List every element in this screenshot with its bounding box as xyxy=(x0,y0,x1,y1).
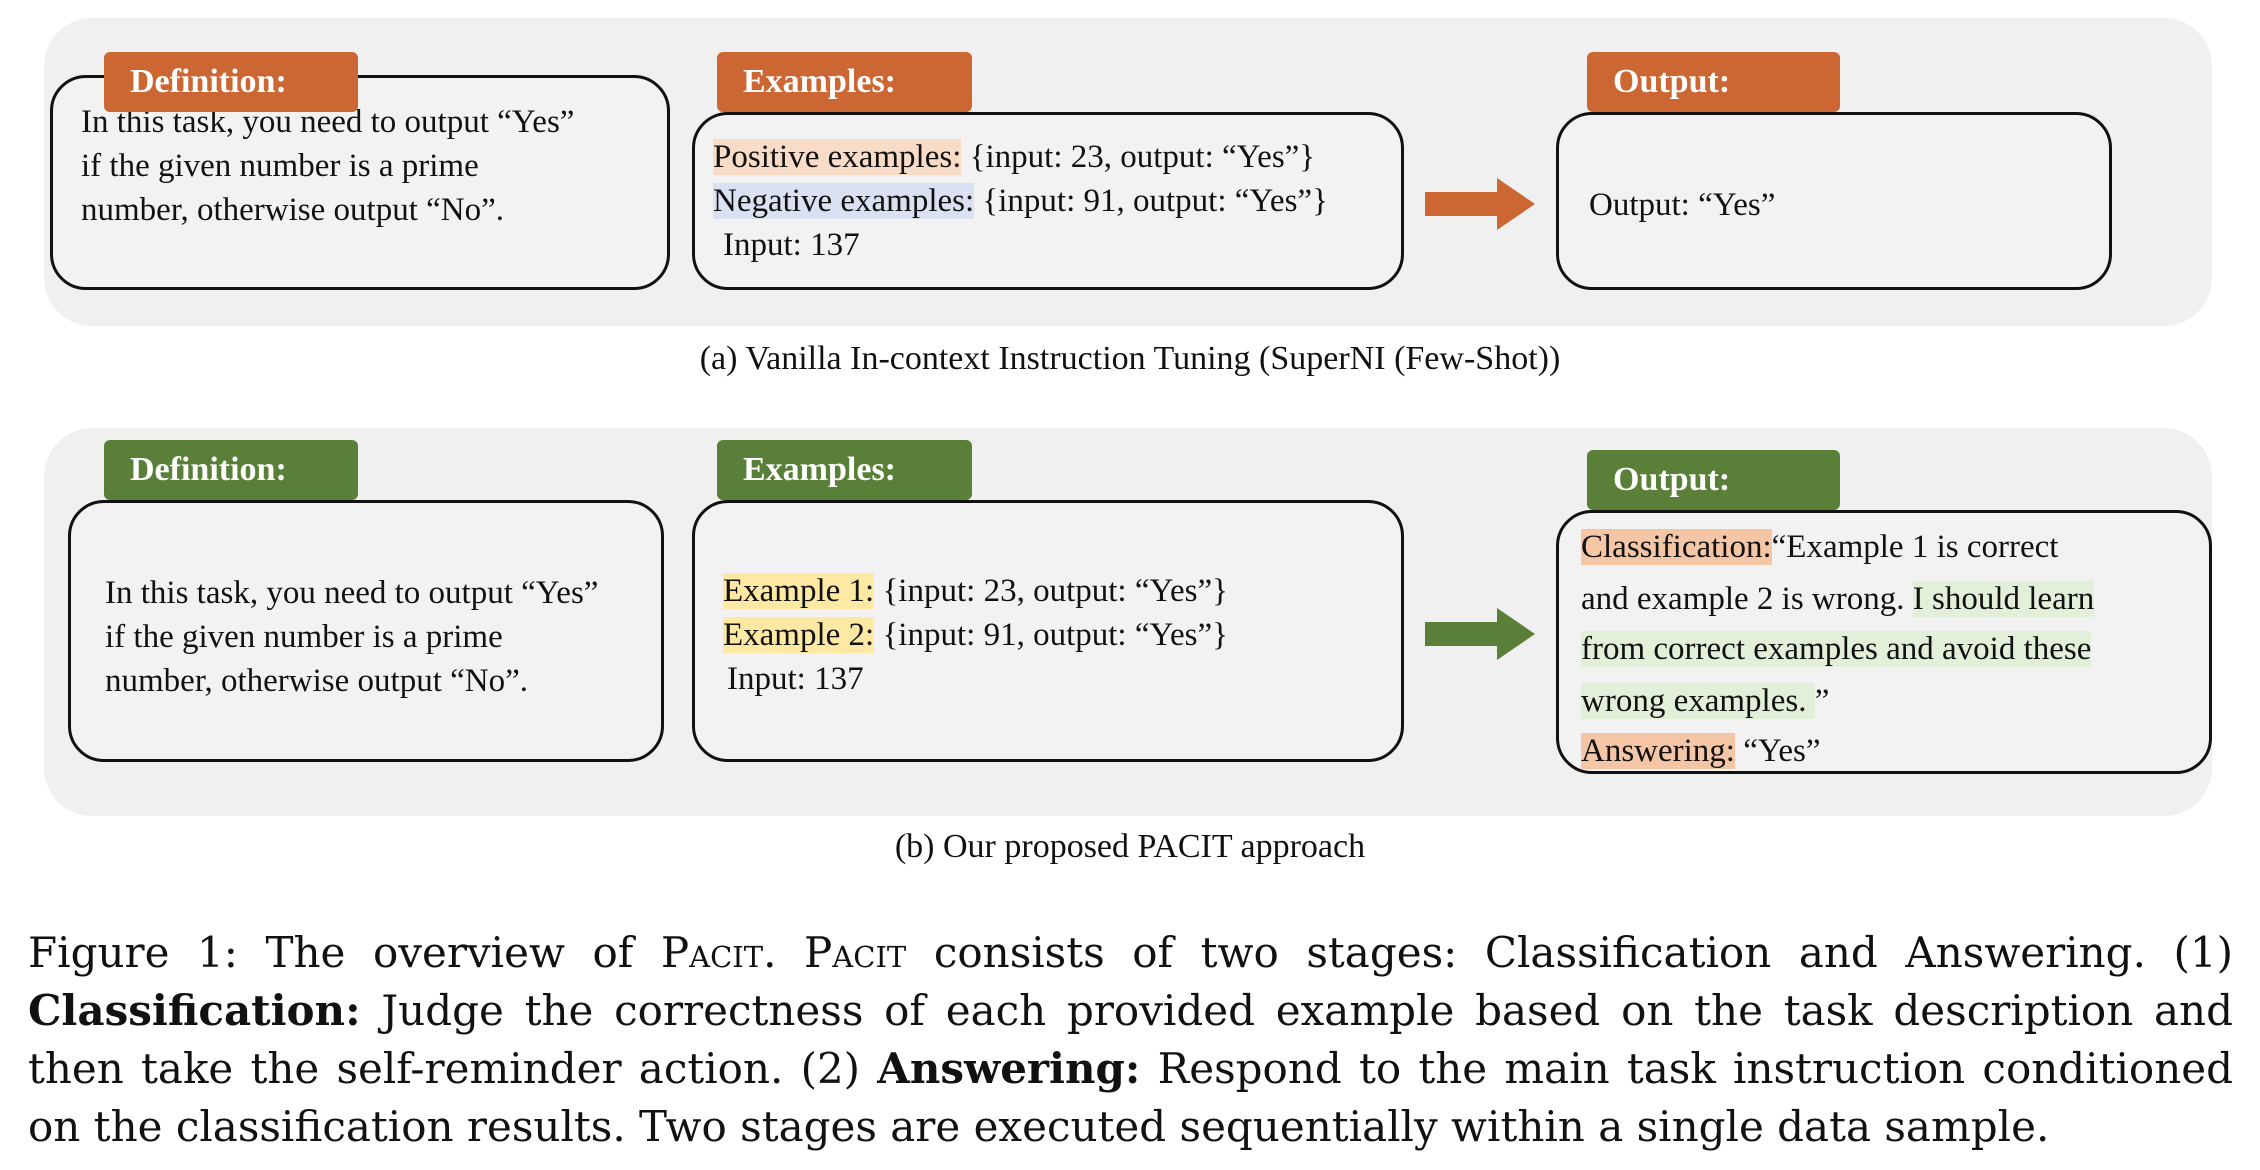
panel-a-definition-tag: Definition: xyxy=(104,52,358,112)
panel-b-caption: (b) Our proposed PACIT approach xyxy=(894,828,1366,865)
classification-text-2: and example 2 is wrong. xyxy=(1581,581,1913,617)
panel-a-output-tag: Output: xyxy=(1587,52,1840,112)
input-line: Input: 137 xyxy=(723,227,860,263)
definition-line-2: if the given number is a prime xyxy=(105,619,503,655)
negative-examples-label: Negative examples: xyxy=(713,183,975,219)
self-reminder-text-3: wrong examples. xyxy=(1581,683,1815,719)
definition-line-1: In this task, you need to output “Yes” xyxy=(105,575,599,611)
definition-line-3: number, otherwise output “No”. xyxy=(105,663,528,699)
classification-line: Classification:“Example 1 is correct xyxy=(1581,525,2058,569)
positive-examples-line: Positive examples: {input: 23, output: “… xyxy=(713,135,1315,179)
example-2-value: {input: 91, output: “Yes”} xyxy=(874,617,1228,653)
positive-examples-label: Positive examples: xyxy=(713,139,962,175)
definition-line-3: number, otherwise output “No”. xyxy=(81,192,504,228)
example-1-line: Example 1: {input: 23, output: “Yes”} xyxy=(723,569,1228,613)
panel-a-output-text: Output: “Yes” xyxy=(1589,187,1776,223)
positive-examples-value: {input: 23, output: “Yes”} xyxy=(961,139,1316,175)
panel-b-definition-tag: Definition: xyxy=(104,440,358,500)
answering-line: Answering: “Yes” xyxy=(1581,729,1821,773)
classification-label: Classification: xyxy=(1581,529,1772,565)
self-reminder-text-2: from correct examples and avoid these xyxy=(1581,631,2092,667)
figure-caption-mid-1: . xyxy=(763,928,805,977)
negative-examples-value: {input: 91, output: “Yes”} xyxy=(974,183,1328,219)
panel-b-examples-box: Example 1: {input: 23, output: “Yes”} Ex… xyxy=(692,500,1404,762)
panel-a-examples-box: Positive examples: {input: 23, output: “… xyxy=(692,112,1404,290)
example-1-value: {input: 23, output: “Yes”} xyxy=(874,573,1228,609)
figure-caption-suffix: Respond to the main task instruction con… xyxy=(28,1044,2233,1151)
classification-line-2: and example 2 is wrong. I should learn xyxy=(1581,577,2095,621)
input-line: Input: 137 xyxy=(727,661,864,697)
classification-text: “Example 1 is correct xyxy=(1771,529,2059,565)
answering-label: Answering: xyxy=(1581,733,1735,769)
definition-line-2: if the given number is a prime xyxy=(81,148,479,184)
panel-b-output-box: Classification:“Example 1 is correct and… xyxy=(1556,510,2212,774)
figure-caption-bold-1: Classification: xyxy=(28,986,361,1035)
panel-b-arrow-icon xyxy=(1425,608,1535,660)
figure-caption-mid-3: Judge the correctness of each provided e… xyxy=(28,986,2233,1093)
figure-caption-name-1: Pacit xyxy=(660,928,764,977)
figure-caption-mid-2: consists of two stages: Classification a… xyxy=(906,928,2233,977)
panel-a-examples-tag: Examples: xyxy=(717,52,972,112)
figure-caption-bold-2: Answering: xyxy=(877,1044,1141,1093)
negative-examples-line: Negative examples: {input: 91, output: “… xyxy=(713,179,1328,223)
answering-text: “Yes” xyxy=(1734,733,1821,769)
panel-a-output-box: Output: “Yes” xyxy=(1556,112,2112,290)
example-1-label: Example 1: xyxy=(723,573,875,609)
figure-caption-prefix: Figure 1: The overview of xyxy=(28,928,661,977)
self-reminder-text-1: I should learn xyxy=(1912,581,2095,617)
classification-line-3: from correct examples and avoid these xyxy=(1581,627,2092,671)
figure-caption-name-2: Pacit xyxy=(804,928,907,977)
example-2-label: Example 2: xyxy=(723,617,875,653)
figure-caption: Figure 1: The overview of Pacit. Pacit c… xyxy=(28,924,2233,1156)
panel-a-arrow-icon xyxy=(1425,178,1535,230)
example-2-line: Example 2: {input: 91, output: “Yes”} xyxy=(723,613,1228,657)
classification-line-4: wrong examples. ” xyxy=(1581,679,1829,723)
panel-b-examples-tag: Examples: xyxy=(717,440,972,500)
panel-b-output-tag: Output: xyxy=(1587,450,1840,510)
panel-b-definition-box: In this task, you need to output “Yes” i… xyxy=(68,500,664,762)
panel-a-caption: (a) Vanilla In-context Instruction Tunin… xyxy=(699,340,1561,377)
closing-quote: ” xyxy=(1814,683,1830,719)
